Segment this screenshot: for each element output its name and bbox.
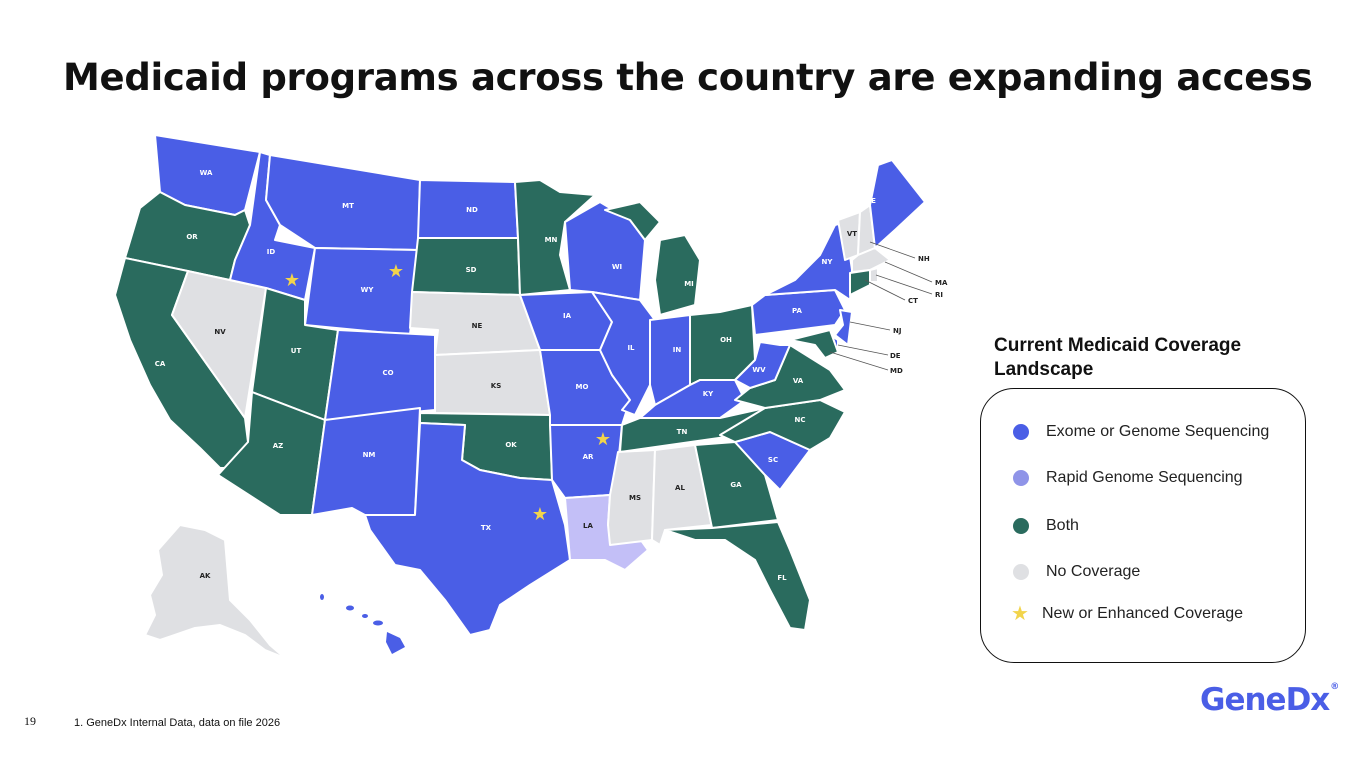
label-wv: WV bbox=[752, 366, 766, 374]
state-ct[interactable] bbox=[849, 269, 871, 296]
state-il[interactable] bbox=[591, 291, 656, 416]
callout-label-nh: NH bbox=[918, 255, 930, 263]
legend-item-both: Both bbox=[1013, 516, 1079, 536]
state-ky[interactable] bbox=[639, 379, 746, 419]
state-md[interactable] bbox=[789, 329, 839, 359]
callout-labels: NH MA RI CT NJ DE MD bbox=[890, 255, 948, 375]
label-ms: MS bbox=[629, 494, 641, 502]
label-wa: WA bbox=[200, 169, 213, 177]
footnote: 1. GeneDx Internal Data, data on file 20… bbox=[74, 717, 281, 729]
state-ak[interactable] bbox=[144, 524, 286, 659]
label-in: IN bbox=[673, 346, 682, 354]
exome-dot-icon bbox=[1013, 424, 1029, 440]
label-hi: HI bbox=[362, 634, 370, 642]
label-nc: NC bbox=[795, 416, 806, 424]
label-co: CO bbox=[382, 369, 393, 377]
label-nd: ND bbox=[466, 206, 478, 214]
state-fl[interactable] bbox=[664, 521, 811, 631]
label-mo: MO bbox=[576, 383, 589, 391]
label-ia: IA bbox=[563, 312, 572, 320]
label-fl: FL bbox=[777, 574, 787, 582]
label-ny: NY bbox=[822, 258, 834, 266]
label-mi: MI bbox=[684, 280, 694, 288]
state-wv[interactable] bbox=[734, 341, 791, 389]
callout-label-ct: CT bbox=[908, 297, 918, 305]
star-icon-tx: ★ bbox=[532, 504, 548, 524]
label-tx: TX bbox=[481, 524, 492, 532]
us-coverage-map: WA OR CA NV ID MT WY UT AZ CO NM ND SD NE KS OK TX MN IA MO… bbox=[114, 134, 948, 659]
star-icon: ★ bbox=[1011, 603, 1029, 625]
state-hi[interactable] bbox=[320, 594, 405, 654]
state-nm[interactable] bbox=[311, 407, 421, 516]
label-sd: SD bbox=[466, 266, 477, 274]
state-ny[interactable] bbox=[764, 221, 853, 301]
label-az: AZ bbox=[273, 442, 284, 450]
state-me[interactable] bbox=[869, 159, 926, 249]
callout-label-md: MD bbox=[890, 367, 903, 375]
label-ok: OK bbox=[505, 441, 517, 449]
label-wi: WI bbox=[612, 263, 622, 271]
label-me: ME bbox=[864, 197, 876, 205]
label-ks: KS bbox=[491, 382, 501, 390]
star-icon-id: ★ bbox=[284, 270, 300, 290]
genedx-logo: GeneDx® bbox=[1200, 682, 1339, 718]
label-va: VA bbox=[793, 377, 804, 385]
no-coverage-dot-icon bbox=[1013, 564, 1029, 580]
star-icon-ar: ★ bbox=[595, 429, 611, 449]
label-ne: NE bbox=[472, 322, 483, 330]
label-sc: SC bbox=[768, 456, 778, 464]
label-la: LA bbox=[583, 522, 593, 530]
state-tx[interactable] bbox=[364, 422, 571, 636]
state-mi[interactable] bbox=[604, 201, 701, 316]
state-ga[interactable] bbox=[694, 441, 779, 529]
label-id: ID bbox=[267, 248, 276, 256]
state-co[interactable] bbox=[324, 329, 436, 421]
label-nv: NV bbox=[214, 328, 226, 336]
page-title: Medicaid programs across the country are… bbox=[63, 56, 1313, 99]
label-ga: GA bbox=[730, 481, 742, 489]
label-tn: TN bbox=[677, 428, 688, 436]
label-mt: MT bbox=[342, 202, 354, 210]
label-nm: NM bbox=[363, 451, 376, 459]
label-ar: AR bbox=[583, 453, 594, 461]
callout-label-ri: RI bbox=[935, 291, 943, 299]
state-mn[interactable] bbox=[514, 179, 596, 296]
state-nj[interactable] bbox=[834, 309, 853, 346]
state-wi[interactable] bbox=[564, 201, 646, 301]
legend-title: Current Medicaid Coverage Landscape bbox=[994, 335, 1242, 380]
legend-item-rapid: Rapid Genome Sequencing bbox=[1013, 468, 1243, 488]
label-or: OR bbox=[186, 233, 198, 241]
callout-label-ma: MA bbox=[935, 279, 948, 287]
legend-item-none: No Coverage bbox=[1013, 562, 1140, 582]
legend-item-exome: Exome or Genome Sequencing bbox=[1013, 422, 1269, 442]
label-il: IL bbox=[627, 344, 635, 352]
both-dot-icon bbox=[1013, 518, 1029, 534]
label-ky: KY bbox=[703, 390, 714, 398]
rapid-dot-icon bbox=[1013, 470, 1029, 486]
label-ak: AK bbox=[200, 572, 211, 580]
callout-label-de: DE bbox=[890, 352, 901, 360]
northeast-callouts bbox=[829, 241, 933, 371]
label-ut: UT bbox=[291, 347, 302, 355]
label-mn: MN bbox=[545, 236, 558, 244]
state-labels: WA OR CA NV ID MT WY UT AZ CO NM ND SD NE KS OK TX MN IA MO… bbox=[155, 169, 876, 642]
label-al: AL bbox=[675, 484, 685, 492]
page-number: 19 bbox=[24, 714, 36, 728]
label-oh: OH bbox=[720, 336, 732, 344]
legend: Exome or Genome Sequencing Rapid Genome … bbox=[980, 388, 1306, 663]
legend-item-new: ★ New or Enhanced Coverage bbox=[1011, 603, 1244, 625]
label-wy: WY bbox=[361, 286, 375, 294]
callout-label-nj: NJ bbox=[893, 327, 901, 335]
new-coverage-stars: ★ ★ ★ ★ bbox=[284, 261, 611, 524]
label-ca: CA bbox=[155, 360, 166, 368]
star-icon-wy: ★ bbox=[388, 261, 404, 281]
label-pa: PA bbox=[792, 307, 802, 315]
label-vt: VT bbox=[847, 230, 857, 238]
